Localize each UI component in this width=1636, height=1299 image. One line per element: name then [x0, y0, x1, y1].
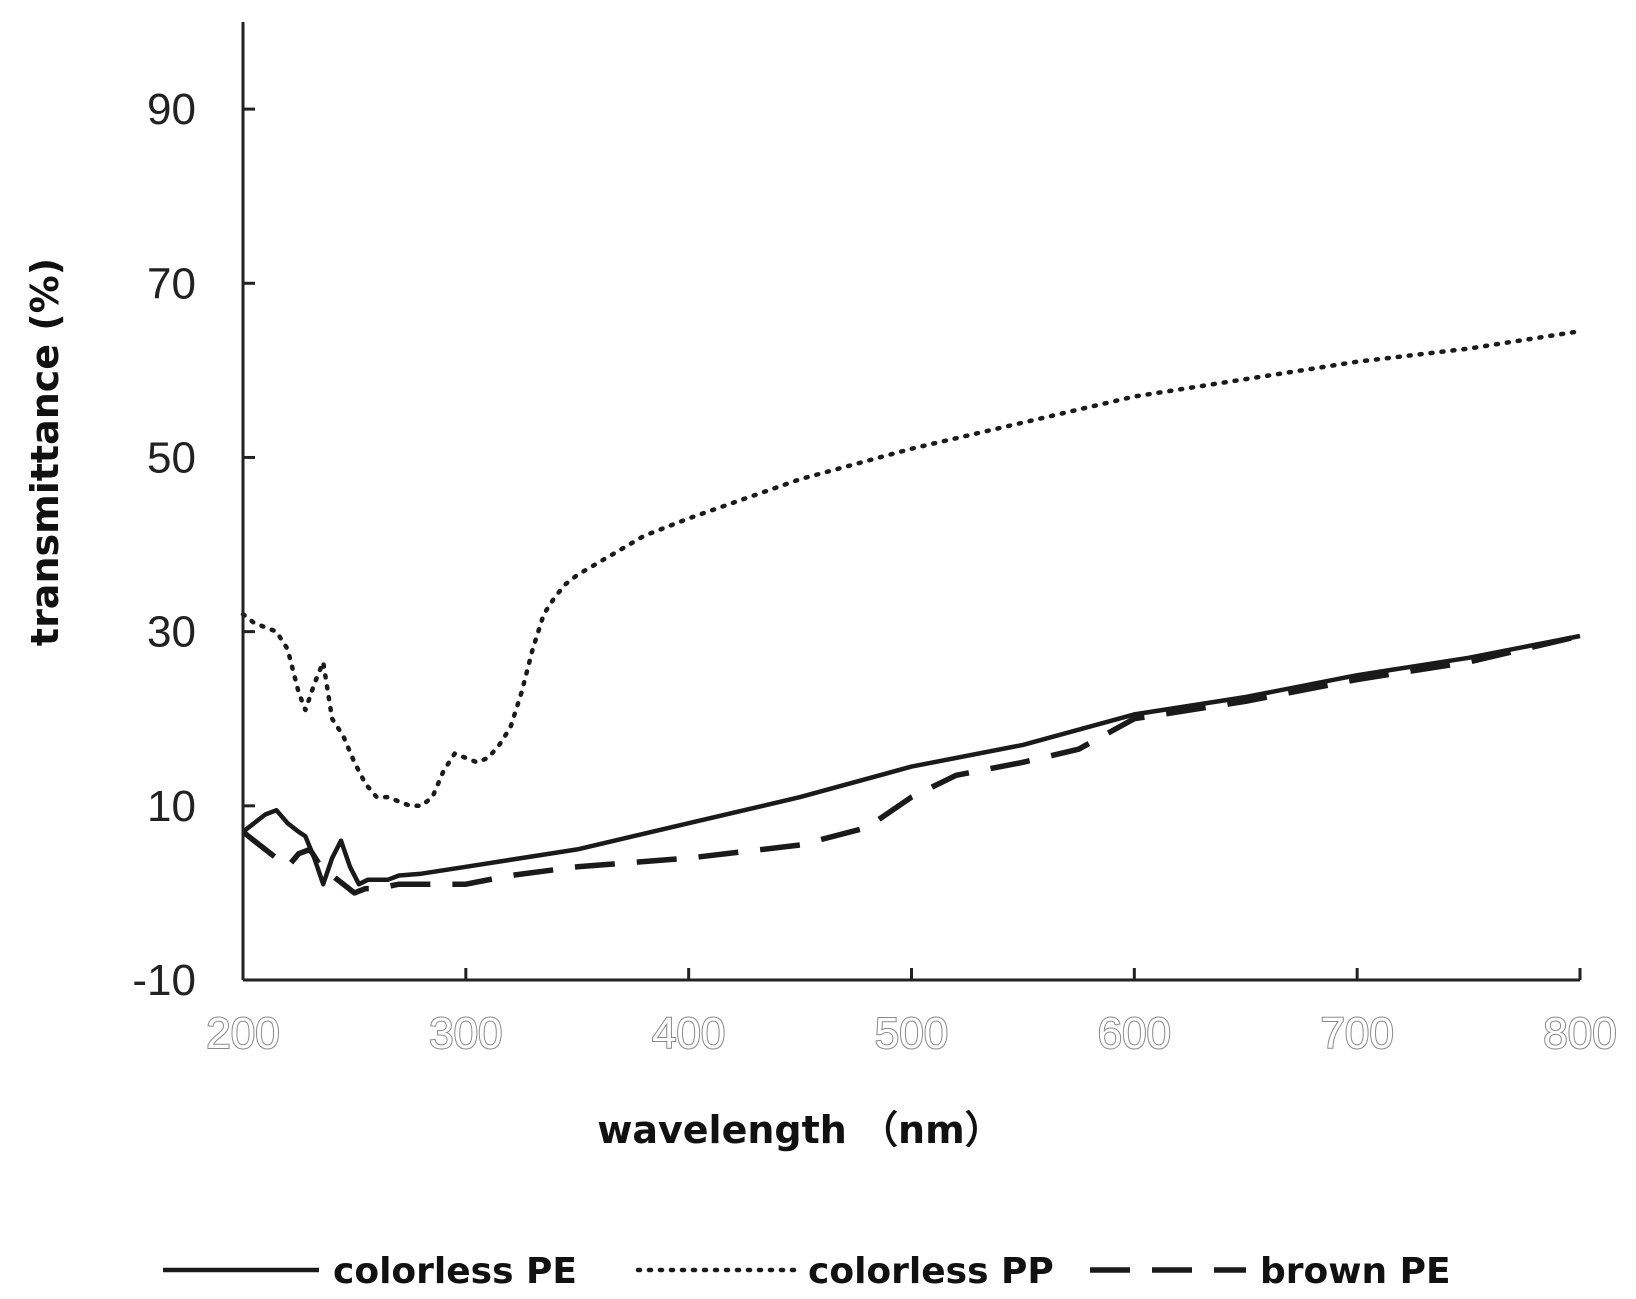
- plot-lines: [240, 328, 1583, 896]
- x-tick-label: 500: [875, 1009, 948, 1058]
- x-axis-title: wavelength （nm）: [597, 1108, 1002, 1152]
- x-tick-label: 200: [206, 1009, 279, 1058]
- x-tick-labels: 200 300 400 500 600 700 800: [205, 968, 1618, 1059]
- y-tick-label: 70: [147, 259, 196, 308]
- y-tick-labels: -10 10 30 50 70 90: [132, 85, 255, 1005]
- y-tick-label: 30: [147, 608, 196, 657]
- x-tick-label: 600: [1098, 1009, 1171, 1058]
- series-line-dotted: [240, 328, 1583, 809]
- x-tick-label: 400: [652, 1009, 725, 1058]
- x-tick-label: 700: [1320, 1009, 1393, 1058]
- legend-label: colorless PE: [333, 1251, 577, 1292]
- y-tick-label: 50: [147, 433, 196, 482]
- series-line-solid: [241, 633, 1581, 887]
- series-line-dashed: [241, 633, 1581, 896]
- x-tick-label: 300: [429, 1009, 502, 1058]
- legend-label: colorless PP: [808, 1251, 1054, 1292]
- axes: [241, 22, 1580, 982]
- x-tick-label: 800: [1543, 1009, 1616, 1058]
- legend-label: brown PE: [1260, 1251, 1451, 1292]
- y-tick-label: -10: [132, 956, 196, 1005]
- legend: colorless PE colorless PP brown PE: [163, 1251, 1451, 1292]
- y-tick-label: 90: [147, 85, 196, 134]
- y-tick-label: 10: [147, 782, 196, 831]
- y-axis-title: transmittance (%): [23, 258, 67, 646]
